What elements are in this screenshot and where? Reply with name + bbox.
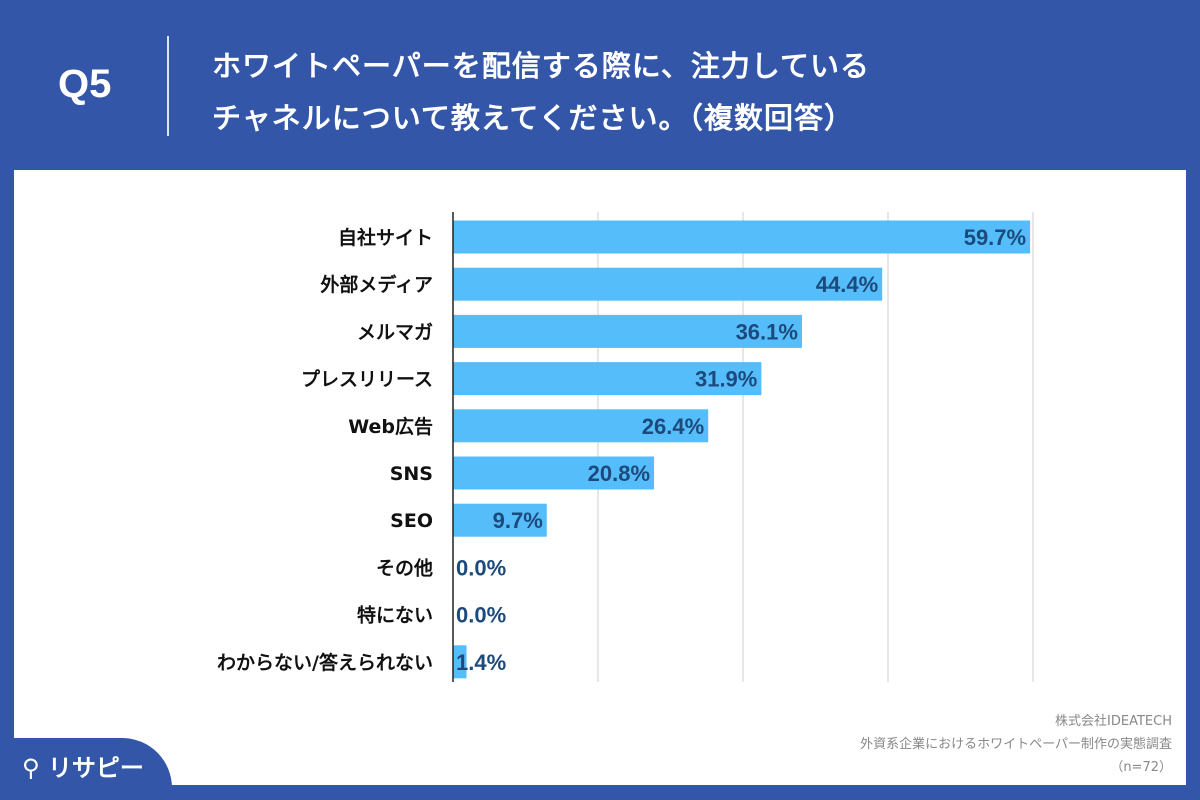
bar	[453, 503, 547, 537]
title-line-1: ホワイトペーパーを配信する際に、注力している	[212, 49, 870, 83]
bar	[453, 645, 467, 679]
question-title: ホワイトペーパーを配信する際に、注力している チャネルについて教えてください。（…	[212, 40, 870, 144]
logo: ⚲ リサピー	[0, 738, 172, 800]
source-note: 株式会社IDEATECH 外資系企業におけるホワイトペーパー制作の実態調査 （n…	[860, 710, 1172, 779]
value-label: 20.8%	[588, 461, 650, 486]
category-label: Web広告	[348, 415, 433, 438]
value-label: 9.7%	[493, 508, 543, 533]
value-label: 31.9%	[695, 367, 757, 392]
category-label: SEO	[390, 510, 433, 532]
source-company: 株式会社IDEATECH	[1055, 714, 1172, 729]
value-label: 36.1%	[736, 319, 798, 344]
value-label: 0.0%	[456, 555, 506, 580]
category-label: 外部メディア	[320, 273, 433, 296]
source-survey: 外資系企業におけるホワイトペーパー制作の実態調査	[860, 737, 1172, 752]
value-label: 44.4%	[816, 272, 878, 297]
value-label: 1.4%	[456, 650, 506, 675]
sample-size: （n=72）	[1110, 760, 1172, 775]
category-label: わからない/答えられない	[217, 651, 433, 674]
question-number: Q5	[58, 62, 112, 106]
category-label: 特にない	[357, 605, 433, 627]
value-label: 0.0%	[456, 603, 506, 628]
bar	[453, 267, 883, 301]
category-label: 自社サイト	[338, 226, 433, 249]
header-divider	[167, 36, 169, 136]
pin-icon: ⚲	[22, 754, 40, 782]
bar	[453, 456, 655, 490]
category-label: メルマガ	[357, 321, 433, 343]
bar	[453, 220, 1031, 254]
logo-text: リサピー	[47, 754, 144, 782]
category-label: その他	[376, 556, 433, 579]
bar	[453, 362, 762, 396]
value-label: 59.7%	[964, 225, 1026, 250]
title-line-2: チャネルについて教えてください。（複数回答）	[212, 101, 855, 135]
category-label: SNS	[390, 463, 433, 485]
bar	[453, 409, 709, 443]
category-label: プレスリリース	[301, 368, 433, 391]
value-label: 26.4%	[642, 414, 704, 439]
bar	[453, 314, 802, 348]
